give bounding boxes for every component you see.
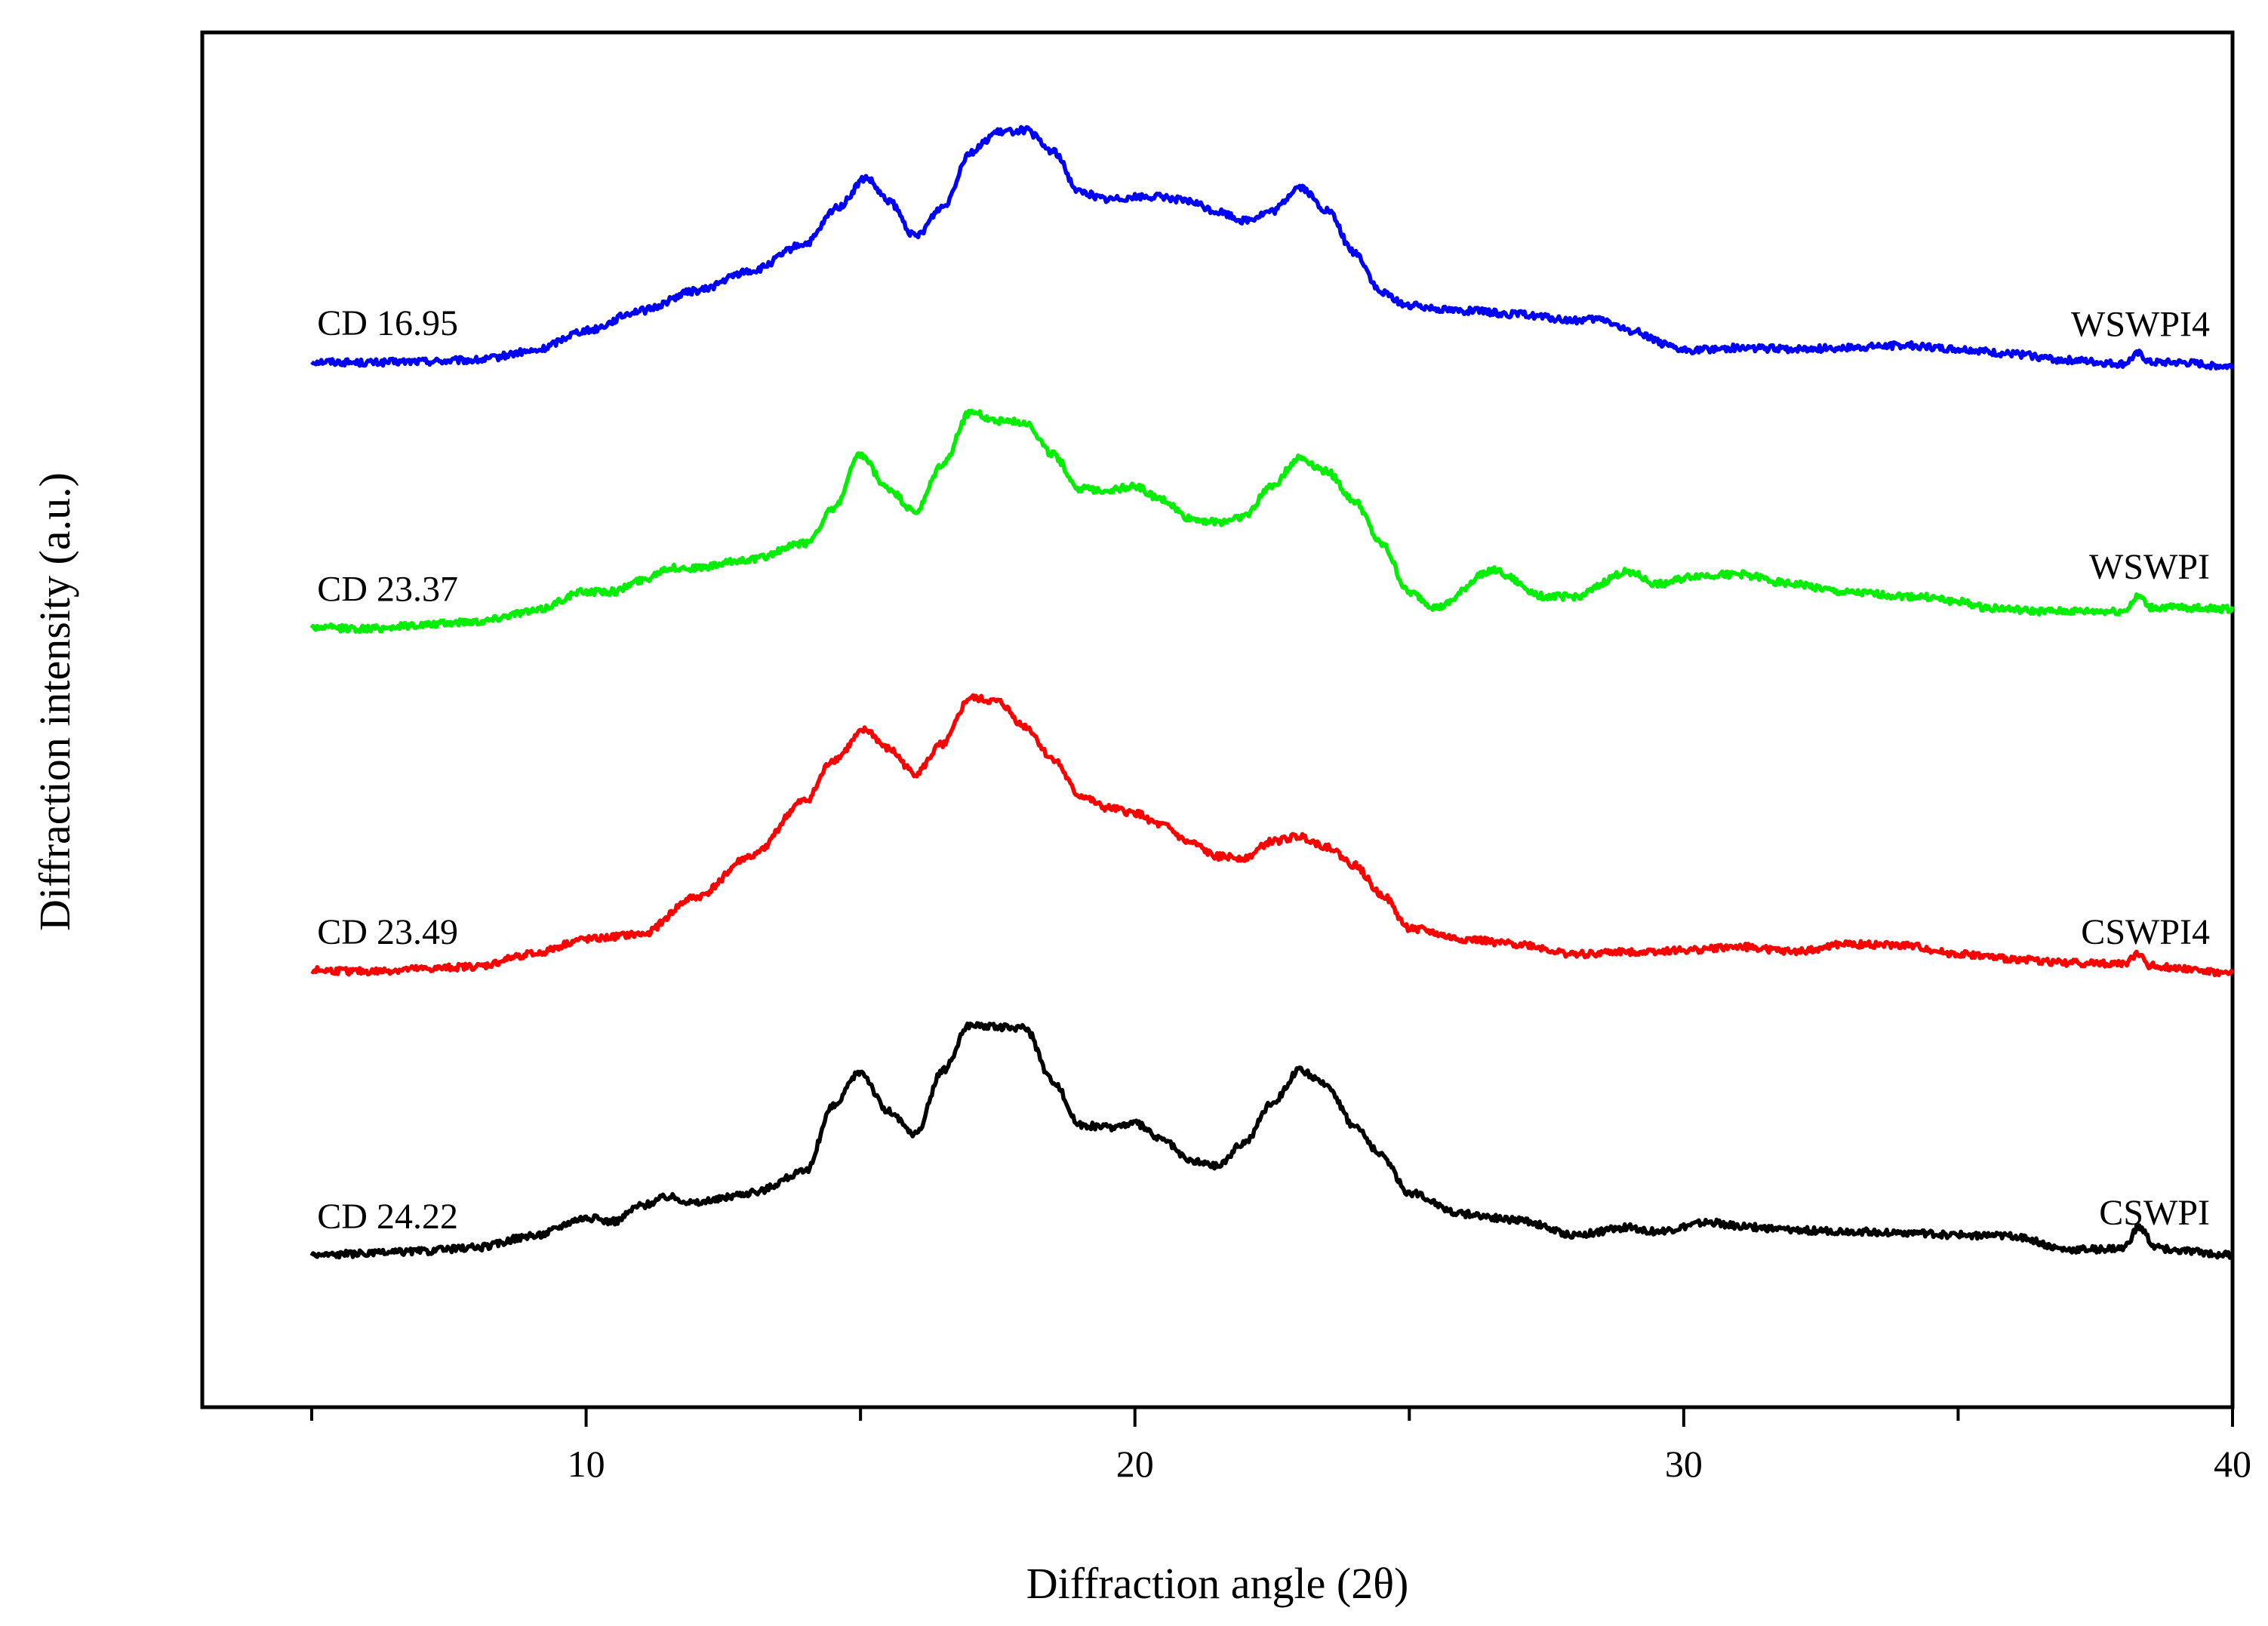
- series-layer: [309, 124, 2235, 1260]
- x-tick-label-3: 40: [2214, 1443, 2251, 1485]
- series-label-cswpi: CSWPI: [2099, 1193, 2210, 1233]
- cd-label-wswpi: CD 23.37: [317, 570, 458, 610]
- series-line-wswpi: [309, 408, 2235, 635]
- cd-label-wswpi4: CD 16.95: [317, 303, 458, 343]
- cd-label-cswpi: CD 24.22: [317, 1197, 458, 1237]
- series-line-wswpi4: [310, 124, 2235, 370]
- x-axis-ticks: 10 20 30 40: [310, 1407, 2251, 1485]
- curve-labels: CD 16.95 WSWPI4 CD 23.37 WSWPI CD 23.49 CSWPI…: [317, 303, 2210, 1237]
- plot-frame: [200, 30, 2235, 1409]
- x-tick-label-1: 20: [1116, 1443, 1154, 1485]
- series-label-wswpi: WSWPI: [2089, 547, 2210, 587]
- x-tick-label-0: 10: [568, 1443, 605, 1485]
- series-line-cswpi4: [310, 693, 2235, 978]
- cd-label-cswpi4: CD 23.49: [317, 912, 458, 952]
- x-axis-title: Diffraction angle (2θ): [1026, 1559, 1409, 1608]
- series-line-cswpi: [309, 1021, 2235, 1260]
- series-label-cswpi4: CSWPI4: [2081, 912, 2210, 952]
- y-axis-title: Diffraction intensity (a.u.): [30, 472, 79, 931]
- series-label-wswpi4: WSWPI4: [2071, 305, 2210, 345]
- x-tick-label-2: 30: [1665, 1443, 1703, 1485]
